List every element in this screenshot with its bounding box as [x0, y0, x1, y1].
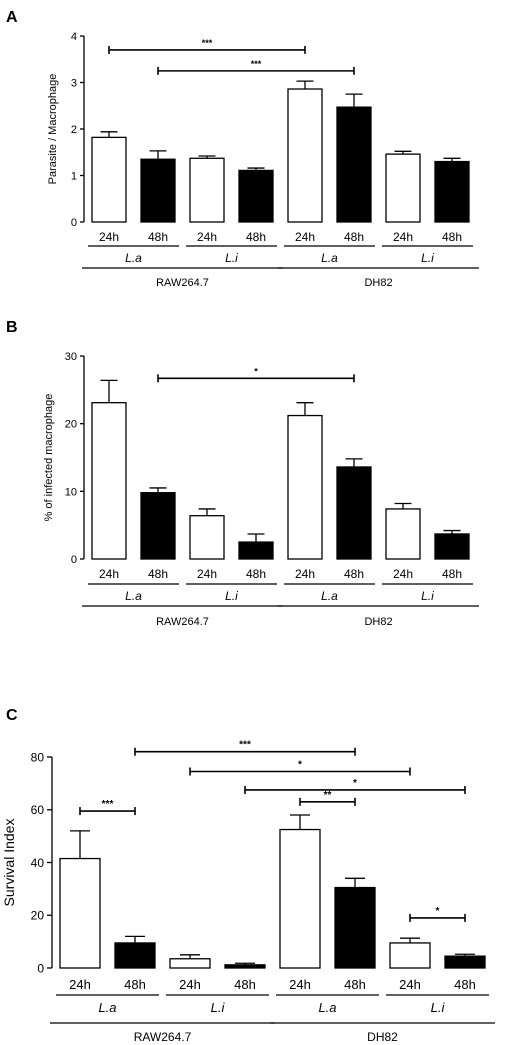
time-label: 48h: [234, 977, 256, 992]
bar: [169, 958, 211, 969]
y-tick-label: 40: [31, 856, 45, 870]
time-label: 24h: [179, 977, 201, 992]
time-label: 24h: [393, 567, 413, 581]
bar: [224, 964, 266, 969]
time-label: 48h: [344, 977, 366, 992]
time-label: 24h: [393, 230, 413, 244]
bar: [434, 160, 470, 223]
y-axis-label: Parasite / Macrophage: [47, 74, 59, 185]
time-label: 48h: [344, 567, 364, 581]
significance-label: ***: [102, 799, 114, 810]
significance-label: *: [353, 778, 357, 789]
time-label: 48h: [454, 977, 476, 992]
y-axis-label: Survival Index: [1, 819, 17, 907]
cell-line-label: DH82: [364, 616, 392, 628]
time-label: 24h: [399, 977, 421, 992]
panel-label: C: [6, 707, 18, 724]
significance-label: *: [298, 760, 302, 771]
bar: [334, 886, 376, 969]
species-label: L.a: [98, 1000, 116, 1015]
bar: [287, 88, 323, 223]
time-label: 24h: [69, 977, 91, 992]
significance-label: ***: [239, 740, 251, 751]
significance-label: *: [436, 906, 440, 917]
panel-label: B: [6, 319, 18, 336]
y-tick-label: 3: [71, 77, 77, 89]
bar: [140, 158, 176, 223]
cell-line-label: DH82: [364, 277, 392, 289]
panel-b: B 0 10 20 30 % of infected macrophage 24h 48h 24…: [6, 319, 479, 628]
y-tick-label: 0: [71, 554, 77, 566]
significance-label: **: [324, 790, 332, 801]
bar: [279, 828, 321, 969]
time-label: 48h: [148, 567, 168, 581]
y-tick-label: 0: [37, 961, 44, 975]
bar: [59, 857, 101, 969]
cell-line-label: RAW264.7: [156, 277, 209, 289]
species-label: L.i: [421, 589, 434, 603]
bar: [238, 541, 274, 560]
species-label: L.i: [225, 251, 238, 265]
cell-line-label: RAW264.7: [156, 616, 209, 628]
bar: [238, 169, 274, 223]
time-label: 48h: [344, 230, 364, 244]
y-tick-label: 1: [71, 170, 77, 182]
panel-c: C 0 20 40 60 80 Survival Index 24h 48h 24h 48h 24h 4…: [1, 707, 495, 1044]
bar: [444, 955, 486, 969]
time-label: 24h: [197, 567, 217, 581]
significance-label: ***: [202, 38, 213, 48]
y-axis-label: % of infected macrophage: [43, 394, 55, 522]
species-label: L.a: [321, 589, 338, 603]
y-tick-label: 2: [71, 124, 77, 136]
bar: [91, 402, 127, 560]
time-label: 24h: [99, 230, 119, 244]
y-tick-label: 80: [31, 750, 45, 764]
bar: [114, 942, 156, 969]
time-label: 24h: [197, 230, 217, 244]
time-label: 48h: [246, 567, 266, 581]
y-tick-label: 20: [65, 419, 77, 431]
species-label: L.a: [318, 1000, 336, 1015]
bar: [189, 157, 225, 223]
time-label: 24h: [289, 977, 311, 992]
y-tick-label: 20: [31, 909, 45, 923]
species-label: L.i: [421, 251, 434, 265]
species-label: L.i: [431, 1000, 446, 1015]
panel-label: A: [6, 9, 18, 26]
bar: [140, 492, 176, 560]
y-tick-label: 10: [65, 486, 77, 498]
time-label: 48h: [124, 977, 146, 992]
y-tick-label: 60: [31, 803, 45, 817]
significance-label: ***: [251, 59, 262, 69]
time-label: 48h: [442, 230, 462, 244]
y-tick-label: 0: [71, 217, 77, 229]
panel-a: A 0 1 2 3 4 Parasite / Macrophage 24h 48h 24h 48h 2…: [6, 9, 479, 289]
bar: [91, 136, 127, 223]
cell-line-label: RAW264.7: [134, 1030, 192, 1044]
species-label: L.a: [321, 251, 338, 265]
time-label: 48h: [442, 567, 462, 581]
significance-label: *: [254, 366, 258, 376]
time-label: 24h: [295, 230, 315, 244]
time-label: 48h: [148, 230, 168, 244]
bar: [336, 466, 372, 560]
time-label: 24h: [295, 567, 315, 581]
time-label: 24h: [99, 567, 119, 581]
y-tick-label: 30: [65, 351, 77, 363]
bar: [389, 942, 431, 969]
bar: [336, 106, 372, 223]
species-label: L.i: [211, 1000, 226, 1015]
time-label: 48h: [246, 230, 266, 244]
species-label: L.a: [125, 251, 142, 265]
bar: [434, 533, 470, 560]
y-tick-label: 4: [71, 31, 77, 43]
bar: [385, 508, 421, 560]
bar: [385, 153, 421, 223]
species-label: L.a: [125, 589, 142, 603]
species-label: L.i: [225, 589, 238, 603]
bar: [287, 414, 323, 560]
cell-line-label: DH82: [367, 1030, 398, 1044]
bar: [189, 515, 225, 560]
